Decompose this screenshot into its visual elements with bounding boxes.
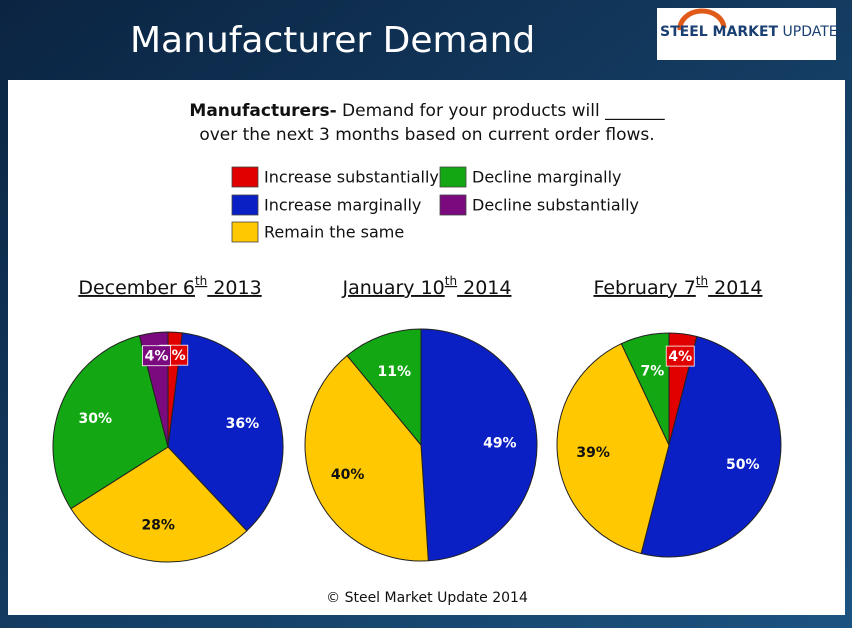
value-label: 50% (726, 457, 760, 473)
legend-label: Decline marginally (472, 168, 622, 187)
logo-normal: UPDATE (783, 24, 838, 40)
pie-title-sup: th (696, 274, 708, 288)
logo-swoosh (677, 8, 727, 31)
pie-title-part: January 10 (342, 277, 445, 299)
pie-slice (640, 335, 782, 558)
pie-slice (52, 335, 169, 510)
label-background (665, 345, 695, 367)
legend-label: Remain the same (264, 223, 404, 242)
value-label: 4% (145, 349, 169, 365)
pie-slice (346, 328, 422, 447)
pie-title: January 10th 2014 (342, 274, 512, 299)
question-line-2: over the next 3 months based on current … (199, 125, 654, 145)
pie-slice (620, 332, 670, 446)
value-label: 36% (226, 416, 260, 432)
label-background (142, 345, 171, 367)
legend-swatch (439, 194, 467, 216)
value-label: 28% (141, 518, 175, 534)
pie-slice (304, 354, 429, 562)
legend-label: Increase marginally (264, 196, 421, 215)
value-label: 30% (79, 411, 113, 427)
pie-slice (420, 328, 538, 562)
value-label: 7% (640, 364, 664, 380)
legend-swatch (231, 221, 259, 243)
legend-swatch (231, 194, 259, 216)
value-label: 40% (331, 467, 365, 483)
pie-title-part: 2014 (708, 277, 762, 299)
pie-title-part: 2014 (457, 277, 511, 299)
legend-label: Increase substantially (264, 168, 439, 187)
value-label: 11% (378, 364, 412, 380)
logo-bold: STEEL MARKET (660, 24, 779, 40)
pie-title: December 6th 2013 (78, 274, 261, 299)
pie-title: February 7th 2014 (593, 274, 762, 299)
pie-slice (167, 332, 284, 532)
legend-swatch (439, 166, 467, 188)
legend: Increase substantially Increase marginall… (231, 166, 639, 243)
pie-title-sup: th (445, 274, 457, 288)
legend-swatch (231, 166, 259, 188)
value-label: 49% (483, 436, 517, 452)
pie-title-part: December 6 (78, 277, 195, 299)
legend-label: Decline substantially (472, 196, 639, 215)
question-text: Demand for your products will _______ (337, 101, 665, 121)
value-label: 4% (668, 349, 692, 365)
pie-title-sup: th (195, 274, 207, 288)
slide-title: Manufacturer Demand (130, 20, 535, 61)
value-label: 39% (576, 445, 610, 461)
pie-title-part: 2013 (207, 277, 261, 299)
question-line-1: Manufacturers- Demand for your products … (189, 101, 665, 121)
pie-slice (70, 446, 248, 563)
pie-slice (556, 342, 670, 555)
question-lead: Manufacturers- (189, 101, 336, 121)
footer: © Steel Market Update 2014 (326, 590, 528, 606)
pie-title-part: February 7 (593, 277, 695, 299)
logo-text: STEEL MARKET UPDATE (660, 24, 838, 40)
